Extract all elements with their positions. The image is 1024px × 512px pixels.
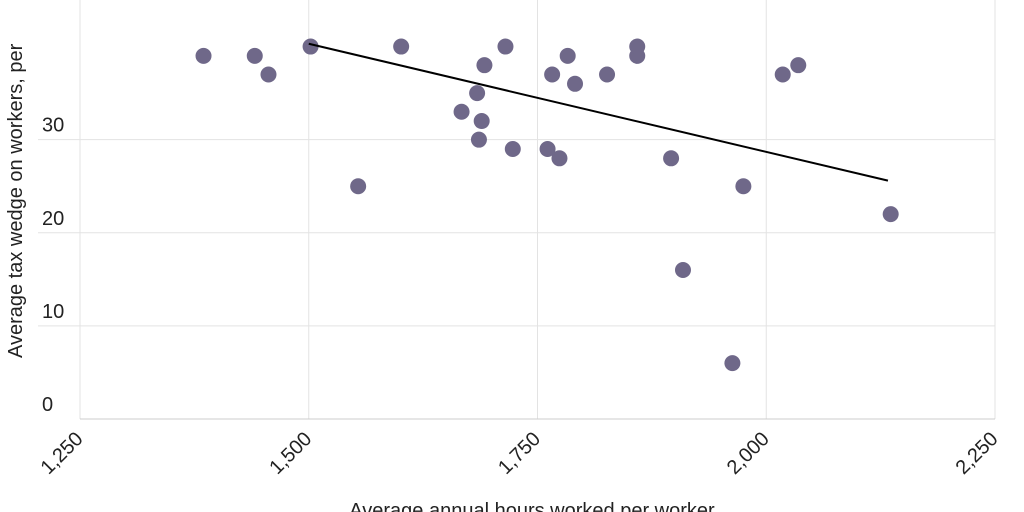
data-point	[599, 66, 616, 83]
x-tick-label: 2,250	[952, 428, 1003, 479]
trend-line	[308, 42, 889, 182]
data-point	[473, 113, 490, 130]
data-point	[539, 140, 556, 157]
data-point	[246, 47, 263, 64]
y-gridlines	[38, 139, 995, 327]
y-axis-title: Average tax wedge on workers, per	[5, 43, 27, 358]
x-axis-title: Average annual hours worked per worker	[349, 500, 715, 512]
y-tick-label: 0	[42, 394, 53, 416]
data-point	[497, 38, 514, 55]
data-point	[629, 38, 646, 55]
data-point	[195, 47, 212, 64]
data-point	[774, 66, 791, 83]
data-point	[882, 206, 899, 223]
y-tick-label: 20	[42, 208, 64, 230]
data-points	[195, 38, 899, 372]
data-point	[302, 38, 319, 55]
data-point	[504, 140, 521, 157]
y-tick-label: 30	[42, 115, 64, 137]
data-point	[350, 178, 367, 195]
x-tick-labels: 1,250 1,500 1,750 2,000 2,250	[37, 428, 1003, 479]
data-point	[674, 262, 691, 279]
data-point	[790, 57, 807, 74]
data-point	[470, 131, 487, 148]
data-point	[735, 178, 752, 195]
x-tick-label: 1,500	[265, 428, 316, 479]
y-tick-labels: 0 10 20 30	[42, 115, 64, 416]
data-point	[724, 355, 741, 372]
data-point	[260, 66, 277, 83]
data-point	[469, 85, 486, 102]
x-tick-label: 1,250	[37, 428, 88, 479]
x-tick-label: 2,000	[723, 428, 774, 479]
data-point	[544, 66, 561, 83]
data-point	[663, 150, 680, 167]
data-point	[551, 150, 568, 167]
data-point	[393, 38, 410, 55]
data-point	[476, 57, 493, 74]
x-tick-label: 1,750	[494, 428, 545, 479]
x-gridlines	[79, 0, 996, 419]
data-point	[559, 47, 576, 64]
data-point	[453, 103, 470, 120]
y-tick-label: 10	[42, 301, 64, 323]
data-point	[567, 75, 584, 92]
